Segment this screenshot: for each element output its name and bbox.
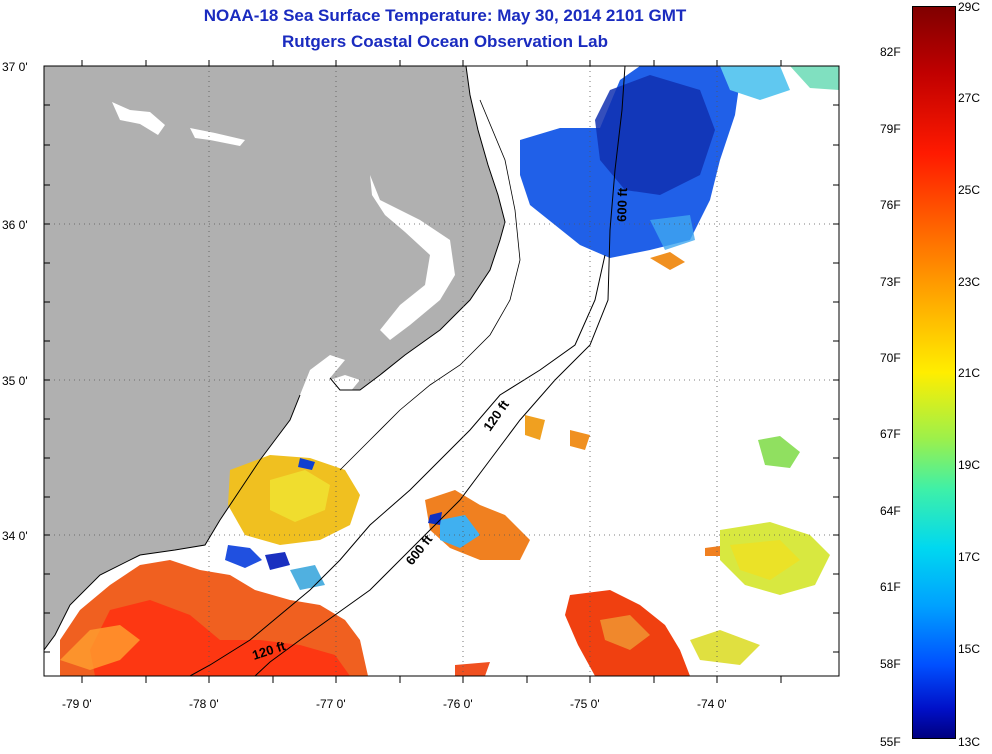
map-grid [44,66,839,676]
latitude-label: 34 0' [2,529,28,543]
colorbar-celsius-label: 13C [958,735,981,749]
colorbar-celsius-label: 27C [958,91,981,105]
longitude-label: -77 0' [316,697,346,711]
longitude-label: -76 0' [443,697,473,711]
colorbar-fahrenheit-label: 61F [880,580,901,594]
colorbar-fahrenheit-label: 58F [880,657,901,671]
colorbar-fahrenheit-label: 64F [880,504,901,518]
map-subtitle: Rutgers Coastal Ocean Observation Lab [282,32,608,51]
colorbar-celsius-label: 25C [958,183,981,197]
longitude-label: -78 0' [189,697,219,711]
latitude-label: 37 0' [2,60,28,74]
colorbar-celsius-label: 19C [958,458,981,472]
colorbar-fahrenheit-label: 79F [880,122,901,136]
isobath-label: 600 ft [614,187,630,222]
colorbar-celsius-label: 21C [958,366,981,380]
temperature-colorbar [912,6,956,739]
colorbar-fahrenheit-label: 55F [880,735,901,749]
latitude-label: 36 0' [2,218,28,232]
map-title: NOAA-18 Sea Surface Temperature: May 30,… [203,6,687,25]
colorbar-fahrenheit-label: 70F [880,351,901,365]
longitude-label: -79 0' [62,697,92,711]
longitude-label: -75 0' [570,697,600,711]
colorbar-fahrenheit-label: 67F [880,427,901,441]
isobath-120ft [189,254,606,676]
inland-water [112,102,165,135]
colorbar-fahrenheit-label: 82F [880,45,901,59]
colorbar-fahrenheit-label: 76F [880,198,901,212]
colorbar-celsius-label: 15C [958,642,981,656]
isobath-600ft [254,66,626,676]
colorbar-celsius-label: 23C [958,275,981,289]
longitude-label: -74 0' [697,697,727,711]
colorbar-celsius-label: 29C [958,0,981,14]
colorbar-celsius-label: 17C [958,550,981,564]
latitude-label: 35 0' [2,374,28,388]
colorbar-fahrenheit-label: 73F [880,275,901,289]
